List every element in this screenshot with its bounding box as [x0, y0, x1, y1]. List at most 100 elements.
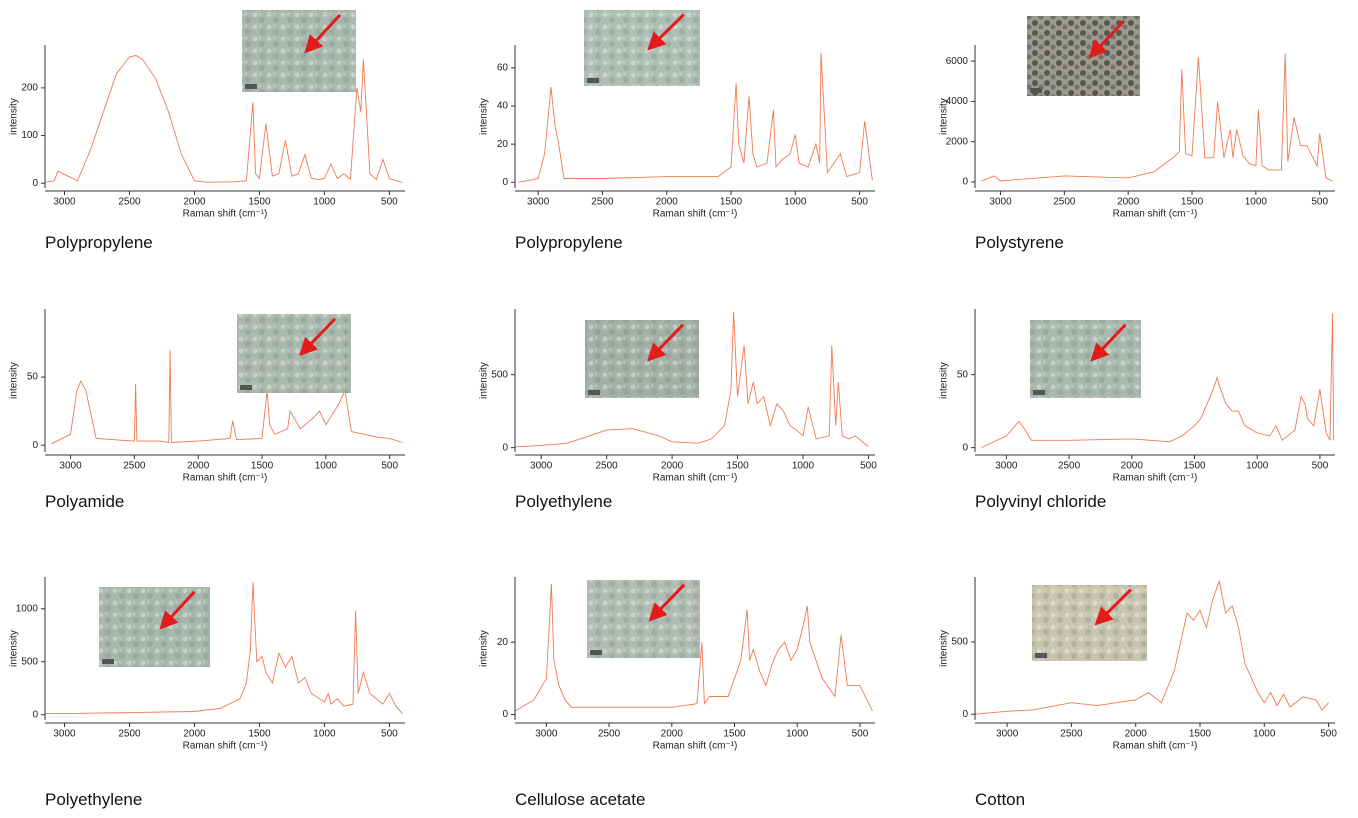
y-tick-label: 60 — [497, 63, 509, 74]
pointer-arrow — [648, 583, 686, 622]
x-tick-label: 1500 — [251, 461, 274, 472]
x-tick-label: 500 — [1320, 729, 1337, 740]
x-tick-label: 3000 — [996, 729, 1019, 740]
x-tick-label: 2500 — [598, 729, 621, 740]
x-tick-label: 1000 — [1253, 729, 1276, 740]
x-tick-label: 1000 — [313, 729, 336, 740]
scale-bar — [1030, 88, 1042, 93]
x-tick-label: 500 — [1311, 197, 1328, 208]
pointer-arrow — [299, 317, 337, 357]
y-tick-label: 0 — [32, 178, 38, 189]
x-tick-label: 3000 — [989, 197, 1012, 208]
panel-caption: Polypropylene — [45, 233, 153, 252]
x-tick-label: 2000 — [1125, 729, 1148, 740]
x-tick-label: 1000 — [786, 729, 809, 740]
x-tick-label: 2000 — [661, 461, 684, 472]
y-axis-label: intensity — [939, 98, 950, 135]
micrograph-texture — [242, 10, 356, 92]
x-tick-label: 500 — [381, 461, 398, 472]
spectrum-line — [51, 349, 403, 445]
y-tick-label: 500 — [491, 369, 508, 380]
pointer-arrow — [1090, 323, 1127, 362]
x-axis-label: Raman shift (cm⁻¹) — [183, 473, 268, 484]
y-tick-label: 20 — [497, 139, 509, 150]
panel-caption: Polyvinyl chloride — [975, 492, 1106, 511]
y-tick-label: 0 — [962, 442, 968, 453]
y-tick-label: 0 — [502, 177, 508, 188]
scale-bar — [245, 84, 257, 89]
x-axis-label: Raman shift (cm⁻¹) — [1113, 741, 1198, 752]
panel-caption: Polystyrene — [975, 233, 1064, 252]
y-tick-label: 50 — [27, 372, 39, 383]
micrograph-texture — [584, 10, 700, 86]
spectrum-line — [974, 579, 1329, 715]
y-axis-label: intensity — [939, 362, 950, 399]
x-tick-label: 1500 — [1189, 729, 1212, 740]
y-tick-label: 1000 — [16, 603, 39, 614]
x-tick-label: 3000 — [59, 461, 82, 472]
y-tick-label: 100 — [21, 130, 38, 141]
x-tick-label: 3000 — [53, 729, 76, 740]
pointer-arrow — [647, 13, 685, 51]
x-tick-label: 1000 — [313, 197, 336, 208]
panel-caption: Polyethylene — [45, 790, 142, 809]
micrograph-texture — [587, 580, 700, 658]
spectrum-line — [981, 53, 1333, 182]
x-tick-label: 2000 — [183, 729, 206, 740]
spectrum-line — [518, 52, 873, 183]
y-axis-label: intensity — [479, 362, 490, 399]
y-tick-label: 40 — [497, 101, 509, 112]
x-tick-label: 2000 — [187, 461, 210, 472]
x-tick-label: 2000 — [661, 729, 684, 740]
x-tick-label: 1500 — [248, 197, 271, 208]
x-tick-label: 2500 — [596, 461, 619, 472]
micrograph-texture — [1027, 16, 1140, 96]
y-tick-label: 0 — [962, 709, 968, 720]
pointer-arrow — [304, 13, 342, 54]
scale-bar — [588, 390, 600, 395]
pointer-arrow — [1088, 19, 1126, 59]
x-axis-label: Raman shift (cm⁻¹) — [653, 473, 738, 484]
y-tick-label: 0 — [502, 442, 508, 453]
y-axis-label: intensity — [9, 630, 20, 667]
y-axis-label: intensity — [479, 98, 490, 135]
x-axis-label: Raman shift (cm⁻¹) — [653, 741, 738, 752]
x-tick-label: 2500 — [118, 729, 141, 740]
y-tick-label: 50 — [957, 369, 969, 380]
x-tick-label: 1000 — [792, 461, 815, 472]
x-tick-label: 1500 — [726, 461, 749, 472]
micrograph-texture — [1030, 320, 1141, 398]
scale-bar — [240, 385, 252, 390]
x-tick-label: 2500 — [1060, 729, 1083, 740]
micrograph-texture — [99, 587, 210, 667]
y-tick-label: 0 — [962, 177, 968, 188]
x-axis-label: Raman shift (cm⁻¹) — [653, 209, 738, 220]
panel-caption: Cotton — [975, 790, 1025, 809]
scale-bar — [102, 659, 114, 664]
spectrum-line — [44, 55, 403, 183]
y-axis-label: intensity — [9, 362, 20, 399]
y-tick-label: 500 — [21, 656, 38, 667]
x-tick-label: 2500 — [1058, 461, 1081, 472]
y-tick-label: 200 — [21, 83, 38, 94]
micrograph-texture — [237, 314, 351, 393]
scale-bar — [1033, 390, 1045, 395]
x-tick-label: 2500 — [123, 461, 146, 472]
y-tick-label: 6000 — [946, 56, 969, 67]
spectrum-line — [981, 313, 1335, 449]
x-tick-label: 500 — [852, 729, 869, 740]
y-axis-label: intensity — [939, 630, 950, 667]
micrograph-texture — [1032, 585, 1147, 661]
x-axis-label: Raman shift (cm⁻¹) — [183, 209, 268, 220]
x-tick-label: 2500 — [118, 197, 141, 208]
pointer-arrow — [1094, 588, 1132, 626]
y-tick-label: 0 — [502, 709, 508, 720]
x-tick-label: 2000 — [1121, 461, 1144, 472]
x-tick-label: 500 — [851, 197, 868, 208]
scale-bar — [590, 650, 602, 655]
scale-bar — [1035, 653, 1047, 658]
spectrum-line — [45, 582, 403, 715]
y-axis-label: intensity — [479, 630, 490, 667]
